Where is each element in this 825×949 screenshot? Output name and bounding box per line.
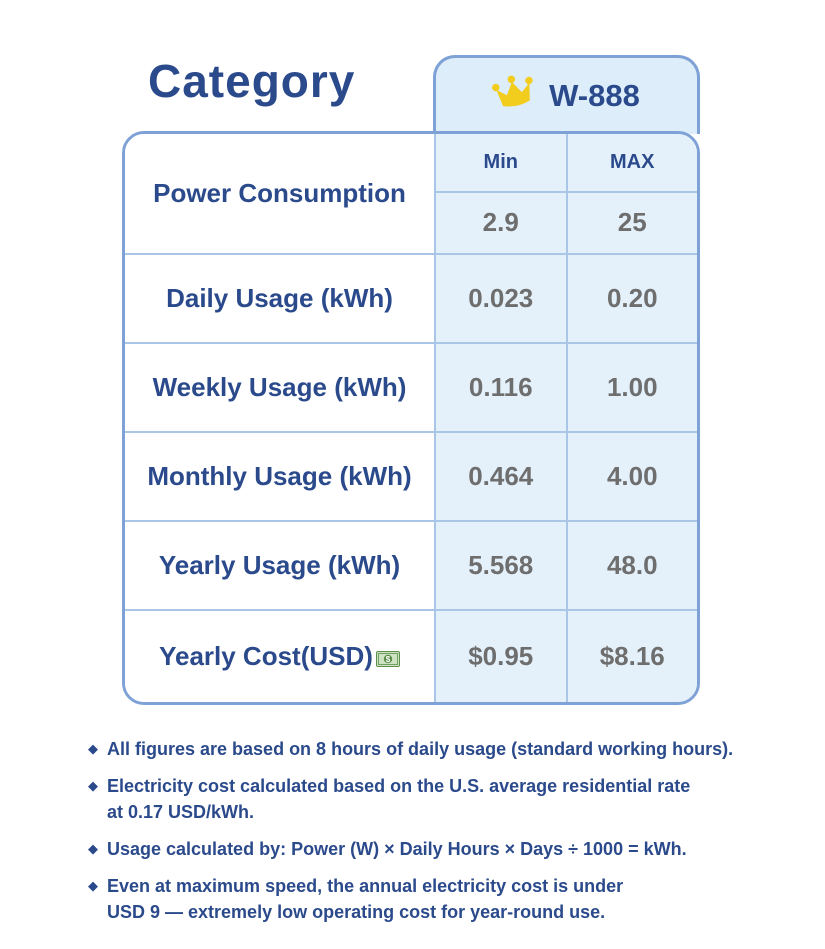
row-label: Daily Usage (kWh) (125, 254, 434, 342)
minmax-header-row: Min MAX (436, 134, 697, 192)
table-row: Monthly Usage (kWh) 0.464 4.00 (125, 431, 697, 521)
note-item: ◆ Electricity cost calculated based on t… (88, 773, 798, 825)
value-cell-max: 48.0 (565, 522, 697, 610)
table-row: Yearly Cost(USD) $ $0.95 $8.16 (125, 609, 697, 702)
value-cell-min: 2.9 (436, 193, 566, 253)
row-label: Weekly Usage (kWh) (125, 343, 434, 432)
spec-table: Power Consumption Min MAX 2.9 25 Daily U… (122, 131, 700, 705)
value-cell-min: 0.116 (434, 343, 566, 432)
note-text: All figures are based on 8 hours of dail… (107, 736, 733, 762)
note-item: ◆ Usage calculated by: Power (W) × Daily… (88, 836, 798, 862)
diamond-bullet-icon: ◆ (88, 841, 98, 856)
note-line: Even at maximum speed, the annual electr… (107, 876, 624, 896)
notes-section: ◆ All figures are based on 8 hours of da… (88, 736, 798, 936)
diamond-bullet-icon: ◆ (88, 741, 98, 756)
crown-icon (489, 70, 539, 113)
category-title: Category (148, 55, 356, 107)
value-cell-max: 25 (565, 193, 697, 253)
table-row: Yearly Usage (kWh) 5.568 48.0 (125, 520, 697, 610)
product-name: W-888 (549, 78, 640, 113)
min-header-cell: Min (436, 134, 566, 192)
product-header-tab: W-888 (433, 55, 700, 134)
power-values-row: 2.9 25 (436, 191, 697, 253)
power-value-area: Min MAX 2.9 25 (434, 134, 697, 253)
table-row: Daily Usage (kWh) 0.023 0.20 (125, 252, 697, 342)
value-cell-min: 5.568 (434, 522, 566, 610)
max-header-cell: MAX (565, 134, 697, 192)
row-label: Yearly Usage (kWh) (125, 522, 434, 610)
value-cell-min: 0.023 (434, 254, 566, 342)
row-label: Power Consumption (125, 134, 434, 253)
diamond-bullet-icon: ◆ (88, 878, 98, 893)
row-label: Monthly Usage (kWh) (125, 433, 434, 521)
note-line: Usage calculated by: Power (W) × Daily H… (107, 839, 687, 859)
note-line: Electricity cost calculated based on the… (107, 776, 691, 796)
row-label-text: Yearly Cost(USD) (159, 641, 373, 672)
note-text: Even at maximum speed, the annual electr… (107, 873, 623, 925)
table-row: Power Consumption Min MAX 2.9 25 (125, 134, 697, 253)
banknote-icon: $ (375, 650, 400, 667)
value-cell-min: $0.95 (434, 611, 566, 702)
note-item: ◆ All figures are based on 8 hours of da… (88, 736, 798, 762)
note-item: ◆ Even at maximum speed, the annual elec… (88, 873, 798, 925)
note-text: Usage calculated by: Power (W) × Daily H… (107, 836, 687, 862)
svg-text:$: $ (386, 654, 391, 663)
row-label: Yearly Cost(USD) $ (125, 611, 434, 702)
note-line: USD 9 — extremely low operating cost for… (107, 902, 606, 922)
value-cell-max: $8.16 (565, 611, 697, 702)
table-row: Weekly Usage (kWh) 0.116 1.00 (125, 341, 697, 432)
note-text: Electricity cost calculated based on the… (107, 773, 690, 825)
diamond-bullet-icon: ◆ (88, 778, 98, 793)
value-cell-max: 0.20 (565, 254, 697, 342)
note-line: at 0.17 USD/kWh. (107, 802, 255, 822)
value-cell-max: 1.00 (565, 343, 697, 432)
note-line: All figures are based on 8 hours of dail… (107, 739, 734, 759)
value-cell-max: 4.00 (565, 433, 697, 521)
value-cell-min: 0.464 (434, 433, 566, 521)
